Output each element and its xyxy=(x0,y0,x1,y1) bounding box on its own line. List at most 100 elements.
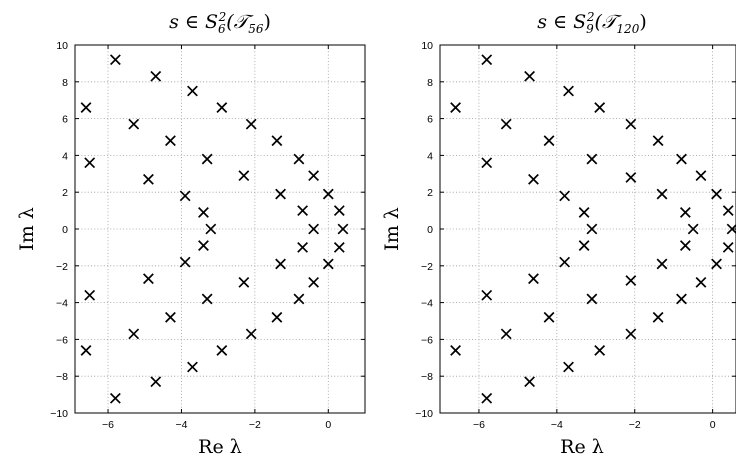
data-point xyxy=(179,256,191,268)
data-point xyxy=(143,273,154,285)
data-point xyxy=(80,345,92,356)
data-point xyxy=(80,102,92,113)
chart-title: s ∈ S92(𝒯120) xyxy=(537,10,647,36)
x-axis-label: Re λ xyxy=(198,436,242,458)
data-point xyxy=(275,258,286,270)
data-point xyxy=(500,328,512,340)
x-tick-label: −6 xyxy=(102,419,114,431)
y-tick-label: −6 xyxy=(421,334,433,346)
data-point xyxy=(586,293,598,305)
data-point xyxy=(679,240,691,251)
y-tick-label: 4 xyxy=(427,150,433,162)
y-tick-label: 6 xyxy=(427,114,433,126)
data-point xyxy=(271,135,283,147)
data-point xyxy=(84,157,96,169)
data-point xyxy=(308,223,320,235)
y-tick-label: −4 xyxy=(56,298,68,310)
y-tick-label: 10 xyxy=(421,40,433,52)
x-tick-label: 0 xyxy=(325,419,331,431)
data-point xyxy=(687,223,699,235)
data-point xyxy=(563,85,574,97)
data-point xyxy=(656,258,668,270)
data-point xyxy=(333,205,345,217)
data-point xyxy=(165,311,176,323)
x-tick-label: −2 xyxy=(629,419,641,431)
y-tick-label: −8 xyxy=(421,371,433,383)
data-point xyxy=(128,118,140,130)
y-axis-label: Im λ xyxy=(381,207,403,251)
chart-panel-2: −6 −4 −2 0 −10 −8 −6 −4 −2 0 2 4 6 8 10 Re λ Im λ s ∈ S92… xyxy=(381,10,736,458)
data-point xyxy=(563,361,574,373)
data-point xyxy=(187,85,198,97)
data-point xyxy=(481,289,493,301)
data-point xyxy=(165,135,176,147)
data-point xyxy=(245,328,257,340)
data-point xyxy=(450,102,461,113)
data-point xyxy=(201,153,213,165)
data-point xyxy=(652,135,664,147)
data-point xyxy=(524,376,535,388)
data-point xyxy=(528,273,539,285)
y-tick-label: 8 xyxy=(62,77,68,89)
data-point xyxy=(109,54,121,66)
data-point xyxy=(201,293,213,305)
data-point xyxy=(559,256,571,268)
x-axis-label: Re λ xyxy=(560,436,604,458)
data-point xyxy=(337,223,349,235)
data-point xyxy=(543,135,555,147)
y-tick-label: −4 xyxy=(421,298,433,310)
data-point xyxy=(128,328,140,340)
data-point xyxy=(450,345,461,356)
data-point xyxy=(695,170,707,182)
data-point xyxy=(297,205,308,217)
data-point xyxy=(586,153,598,165)
chart-panel-1: −6 −4 −2 0 −10 −8 −6 −4 −2 0 2 4 6 8 10 Re λ Im λ s ∈ S62… xyxy=(16,10,366,458)
data-point xyxy=(150,70,162,82)
y-tick-label: 6 xyxy=(62,114,68,126)
data-point xyxy=(711,258,722,270)
x-tick-label: −6 xyxy=(473,419,485,431)
data-point xyxy=(481,54,493,66)
y-tick-label: −6 xyxy=(56,334,68,346)
data-point xyxy=(578,207,590,218)
data-point xyxy=(216,345,228,356)
data-point xyxy=(150,376,162,388)
data-point xyxy=(481,157,493,169)
y-tick-label: 0 xyxy=(62,224,68,236)
y-tick-label: −10 xyxy=(415,408,433,420)
data-point xyxy=(524,70,535,82)
chart-title: s ∈ S62(𝒯56) xyxy=(169,10,271,36)
x-tick-label: −4 xyxy=(175,419,187,431)
data-point xyxy=(187,361,198,373)
data-point xyxy=(625,118,637,130)
data-point xyxy=(308,170,320,182)
data-point xyxy=(293,293,305,305)
data-point xyxy=(679,207,691,218)
data-point xyxy=(500,118,512,130)
data-point xyxy=(84,289,96,301)
data-point xyxy=(676,293,687,305)
x-tick-label: 0 xyxy=(710,419,716,431)
data-point xyxy=(216,102,228,113)
data-point xyxy=(726,223,736,235)
data-point xyxy=(238,170,250,182)
data-point xyxy=(271,311,283,323)
y-tick-label: 2 xyxy=(62,187,68,199)
y-tick-label: 10 xyxy=(56,40,68,52)
data-point xyxy=(625,275,637,286)
y-tick-label: −2 xyxy=(56,261,68,273)
data-point xyxy=(528,173,539,185)
data-point xyxy=(652,311,664,323)
y-axis-label: Im λ xyxy=(16,207,38,251)
data-point xyxy=(322,188,334,200)
x-tick-label: −4 xyxy=(551,419,563,431)
data-point xyxy=(179,190,191,202)
data-point xyxy=(625,328,637,340)
data-point xyxy=(656,188,668,200)
data-point xyxy=(109,392,121,404)
data-point xyxy=(322,258,334,270)
data-point xyxy=(293,153,305,165)
x-tick-label: −2 xyxy=(249,419,261,431)
data-point xyxy=(711,188,722,200)
